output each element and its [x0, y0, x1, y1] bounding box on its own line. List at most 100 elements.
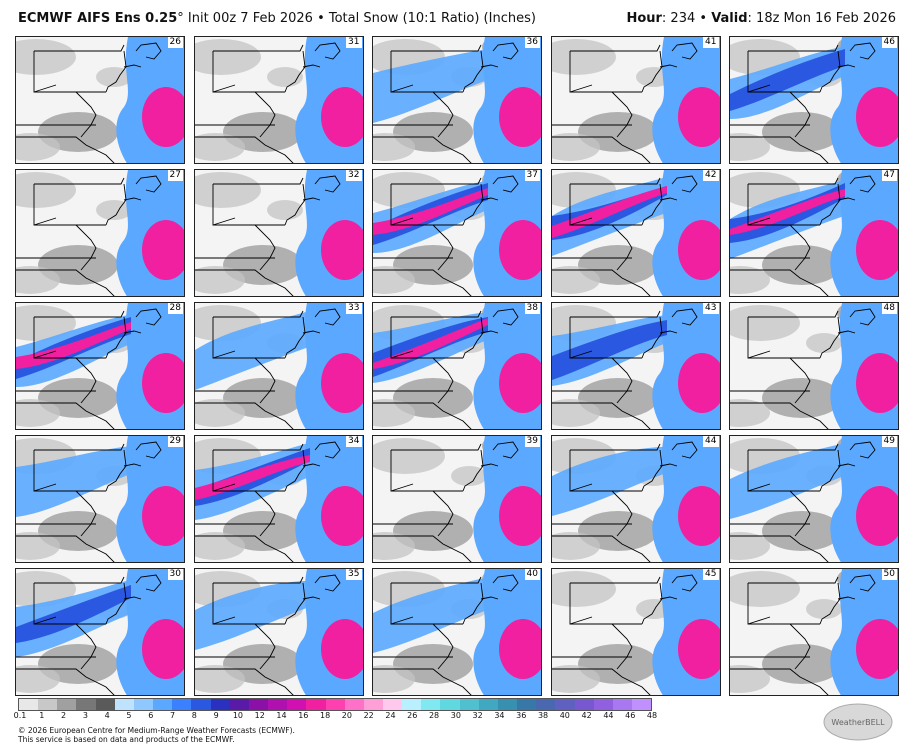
member-number: 45	[703, 569, 719, 580]
member-number: 33	[346, 303, 362, 314]
member-panel: 33	[193, 302, 364, 430]
legend-swatch	[306, 699, 326, 710]
member-panel: 26	[15, 36, 185, 164]
legend-tick-label: 40	[559, 711, 570, 720]
model-name: ECMWF AIFS Ens 0.25	[18, 11, 178, 26]
legend-tick-label: 12	[254, 711, 265, 720]
member-panel: 36	[372, 36, 542, 164]
legend-swatch	[210, 699, 230, 710]
member-number: 27	[167, 170, 183, 181]
member-number: 29	[167, 436, 183, 447]
member-panel: 35	[193, 568, 364, 696]
member-number: 39	[524, 436, 540, 447]
legend-swatch	[19, 699, 39, 710]
legend-tick-label: 34	[494, 711, 505, 720]
member-panel: 32	[193, 169, 364, 297]
member-panel: 50	[729, 568, 899, 696]
legend-tick-label: 3	[82, 711, 88, 720]
legend-tick-label: 18	[320, 711, 331, 720]
hour-label: Hour	[626, 11, 662, 26]
member-panel: 46	[729, 36, 899, 164]
legend-tick-label: 2	[61, 711, 67, 720]
snowfall-map	[551, 37, 720, 163]
data-source-line: This service is based on data and produc…	[18, 735, 235, 744]
member-number: 32	[346, 170, 362, 181]
snowfall-map	[373, 436, 541, 562]
member-panel: 37	[372, 169, 542, 297]
legend-tick-label: 14	[276, 711, 287, 720]
member-panel: 28	[15, 302, 185, 430]
legend-swatch	[248, 699, 269, 710]
legend-tick-label: 20	[341, 711, 352, 720]
legend-swatch	[574, 699, 594, 710]
member-panel: 49	[729, 435, 899, 563]
legend-swatch	[459, 699, 479, 710]
legend-tick-label: 16	[298, 711, 309, 720]
legend-swatch	[363, 699, 383, 710]
member-number: 49	[881, 436, 897, 447]
legend-swatch	[536, 699, 556, 710]
snowfall-map	[551, 170, 720, 296]
member-panel: 48	[729, 302, 899, 430]
copyright-line: © 2026 European Centre for Medium-Range …	[18, 726, 295, 735]
member-panel: 27	[15, 169, 185, 297]
legend-swatch	[478, 699, 498, 710]
legend-tick-label: 42	[581, 711, 592, 720]
member-panel: 39	[372, 435, 542, 563]
svg-text:WeatherBELL: WeatherBELL	[831, 718, 885, 727]
legend-tick-label: 1	[39, 711, 45, 720]
member-panel: 47	[729, 169, 899, 297]
legend-tick-label: 26	[407, 711, 418, 720]
member-panel: 30	[15, 568, 185, 696]
legend-swatch	[191, 699, 211, 710]
snowfall-map	[194, 436, 363, 562]
snowfall-map	[16, 569, 184, 695]
member-number: 31	[346, 37, 362, 48]
legend-swatch	[95, 699, 115, 710]
member-number: 48	[881, 303, 897, 314]
snowfall-legend: 0.1 1 2 3 4 5 6 7 8 9 10 12 14 16 18 20 22 24 26 28 30 32 34 36…	[14, 698, 658, 724]
legend-tick-label: 4	[104, 711, 110, 720]
member-number: 42	[703, 170, 719, 181]
snowfall-map	[551, 569, 720, 695]
legend-colorbar	[18, 698, 652, 711]
snowfall-map	[16, 37, 184, 163]
valid-label: Valid	[711, 11, 748, 26]
member-number: 26	[167, 37, 183, 48]
snowfall-map	[373, 569, 541, 695]
legend-tick-label: 32	[472, 711, 483, 720]
legend-tick-label: 0.1	[13, 711, 27, 720]
legend-swatch	[632, 699, 652, 710]
legend-tick-label: 10	[232, 711, 244, 720]
legend-swatch	[325, 699, 345, 710]
legend-swatch	[133, 699, 154, 710]
snowfall-map	[373, 303, 541, 429]
legend-swatch	[229, 699, 249, 710]
snowfall-map	[194, 569, 363, 695]
legend-swatch	[76, 699, 96, 710]
legend-tick-label: 28	[428, 711, 440, 720]
snowfall-map	[194, 170, 363, 296]
snowfall-map	[730, 170, 898, 296]
degree-symbol: °	[177, 11, 184, 26]
legend-tick-label: 46	[625, 711, 636, 720]
legend-swatch	[268, 699, 288, 710]
member-panel: 44	[550, 435, 721, 563]
legend-tick-label: 24	[385, 711, 396, 720]
legend-swatch	[38, 699, 58, 710]
snowfall-map	[730, 436, 898, 562]
ensemble-member-grid: 26 31 36 41 46 27 32 37 42 47 28 33 38 43 48 29 34 39 44 49…	[15, 36, 900, 696]
snowfall-map	[551, 436, 720, 562]
member-number: 40	[524, 569, 540, 580]
member-number: 37	[524, 170, 540, 181]
member-number: 30	[167, 569, 183, 580]
valid-value: : 18z Mon 16 Feb 2026	[747, 11, 896, 26]
chart-title: ECMWF AIFS Ens 0.25° Init 00z 7 Feb 2026…	[18, 11, 536, 26]
hour-value: : 234 •	[661, 11, 712, 26]
member-panel: 31	[193, 36, 364, 164]
member-number: 34	[346, 436, 362, 447]
legend-tick-label: 9	[213, 711, 219, 720]
snowfall-map	[16, 303, 184, 429]
member-number: 44	[703, 436, 719, 447]
legend-swatch	[172, 699, 192, 710]
